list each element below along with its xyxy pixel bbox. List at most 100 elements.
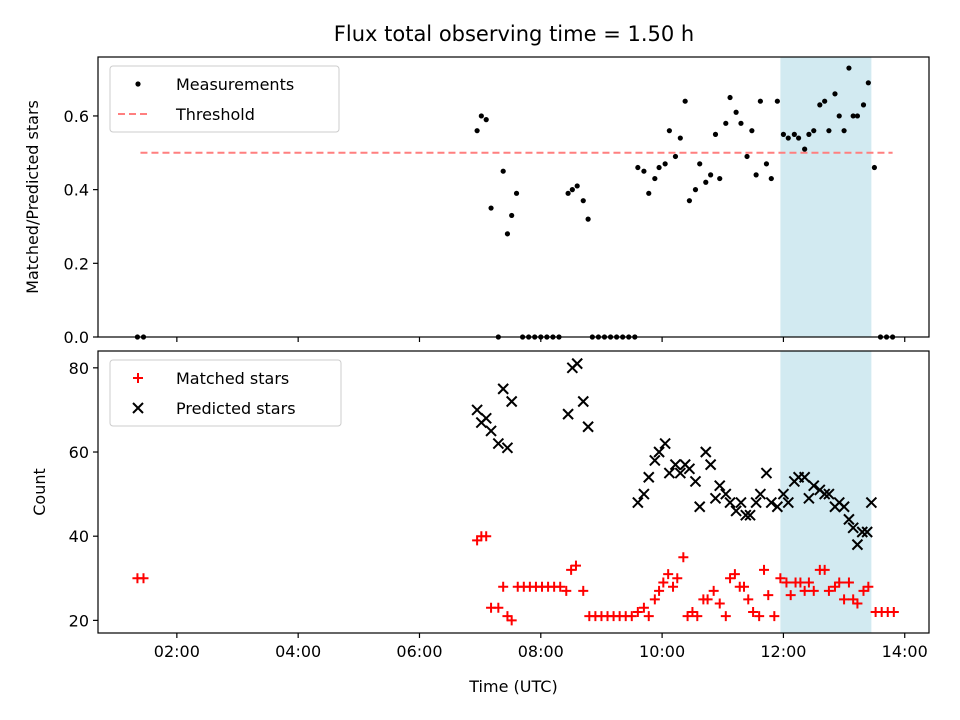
- series-matched-stars: [132, 531, 899, 626]
- data-point: [803, 577, 814, 588]
- data-point: [724, 496, 736, 509]
- data-point: [635, 164, 641, 171]
- x-tick-label: 02:00: [154, 642, 200, 661]
- data-point: [582, 421, 594, 433]
- data-point: [505, 395, 518, 408]
- data-point: [735, 496, 747, 509]
- data-point: [775, 573, 786, 584]
- data-point: [860, 102, 867, 108]
- data-point: [730, 505, 742, 517]
- data-point: [765, 496, 777, 509]
- data-point: [822, 98, 828, 104]
- data-point: [578, 585, 589, 596]
- data-point: [865, 80, 871, 86]
- data-point: [808, 479, 820, 492]
- data-point: [754, 488, 767, 500]
- axes-frame: [97, 350, 930, 634]
- data-point: [738, 581, 749, 592]
- data-point: [672, 573, 683, 584]
- data-point: [763, 590, 774, 601]
- data-point: [720, 611, 731, 622]
- data-point: [749, 128, 755, 134]
- legend-box: [109, 359, 342, 427]
- data-point: [806, 131, 812, 137]
- data-point: [768, 175, 774, 182]
- data-point: [850, 113, 856, 119]
- data-point: [818, 488, 831, 500]
- data-point: [757, 98, 763, 104]
- data-point: [817, 102, 823, 108]
- data-point: [565, 190, 571, 196]
- data-point: [785, 590, 796, 601]
- data-point: [506, 615, 517, 626]
- x-tick-label: 14:00: [882, 642, 928, 661]
- data-point: [717, 175, 723, 182]
- legend-box: [109, 65, 340, 133]
- y-tick-label: 20: [69, 611, 89, 630]
- data-point: [832, 91, 838, 97]
- data-point: [785, 135, 791, 141]
- data-point: [823, 488, 835, 500]
- legend-label: Predicted stars: [176, 399, 296, 418]
- data-point: [577, 395, 589, 408]
- data-point: [727, 94, 733, 101]
- data-point: [513, 190, 520, 196]
- data-point: [485, 425, 497, 437]
- data-point: [863, 581, 874, 592]
- data-point: [799, 585, 810, 596]
- data-point: [656, 164, 662, 171]
- data-point: [709, 492, 722, 505]
- y-tick-label: 0.0: [64, 328, 89, 347]
- data-point: [649, 454, 661, 467]
- data-point: [138, 573, 149, 584]
- data-point: [743, 594, 754, 605]
- data-point: [769, 611, 780, 622]
- data-point: [702, 594, 713, 605]
- data-point: [781, 577, 792, 588]
- y-tick-label: 60: [69, 443, 89, 462]
- data-point: [646, 190, 652, 196]
- data-point: [819, 564, 830, 575]
- data-point: [826, 128, 832, 134]
- data-point: [571, 357, 583, 370]
- data-point: [802, 146, 808, 152]
- data-point: [626, 611, 637, 622]
- data-point: [674, 467, 687, 479]
- x-tick-label: 04:00: [275, 642, 321, 661]
- data-point: [782, 496, 794, 509]
- data-point: [733, 109, 739, 115]
- x-tick-label: 06:00: [396, 642, 442, 661]
- data-point: [744, 153, 750, 160]
- data-point: [808, 585, 819, 596]
- data-point: [689, 475, 702, 488]
- data-point: [795, 577, 806, 588]
- data-point: [694, 501, 706, 513]
- data-point: [478, 113, 484, 119]
- data-point: [585, 216, 591, 222]
- y-tick-label: 0.2: [64, 254, 89, 273]
- legend-marker: [133, 373, 143, 383]
- data-point: [659, 437, 671, 450]
- data-point: [471, 404, 483, 416]
- data-point: [759, 564, 770, 575]
- data-point: [509, 212, 515, 219]
- y-axis-label: Count: [30, 468, 49, 516]
- data-point: [632, 606, 643, 617]
- data-point: [669, 458, 682, 471]
- x-tick-label: 12:00: [760, 642, 806, 661]
- data-point: [748, 606, 759, 617]
- data-point: [871, 164, 878, 171]
- y-tick-label: 0.4: [64, 181, 89, 200]
- data-point: [750, 496, 762, 509]
- data-point: [638, 602, 649, 613]
- data-point: [714, 479, 726, 492]
- data-point: [803, 492, 815, 505]
- data-point: [771, 501, 784, 513]
- data-point: [729, 569, 740, 580]
- data-point: [846, 65, 852, 71]
- data-point: [838, 501, 850, 513]
- data-point: [708, 172, 714, 178]
- data-point: [854, 113, 861, 119]
- series-predicted-stars: [471, 357, 878, 551]
- data-point: [501, 442, 514, 454]
